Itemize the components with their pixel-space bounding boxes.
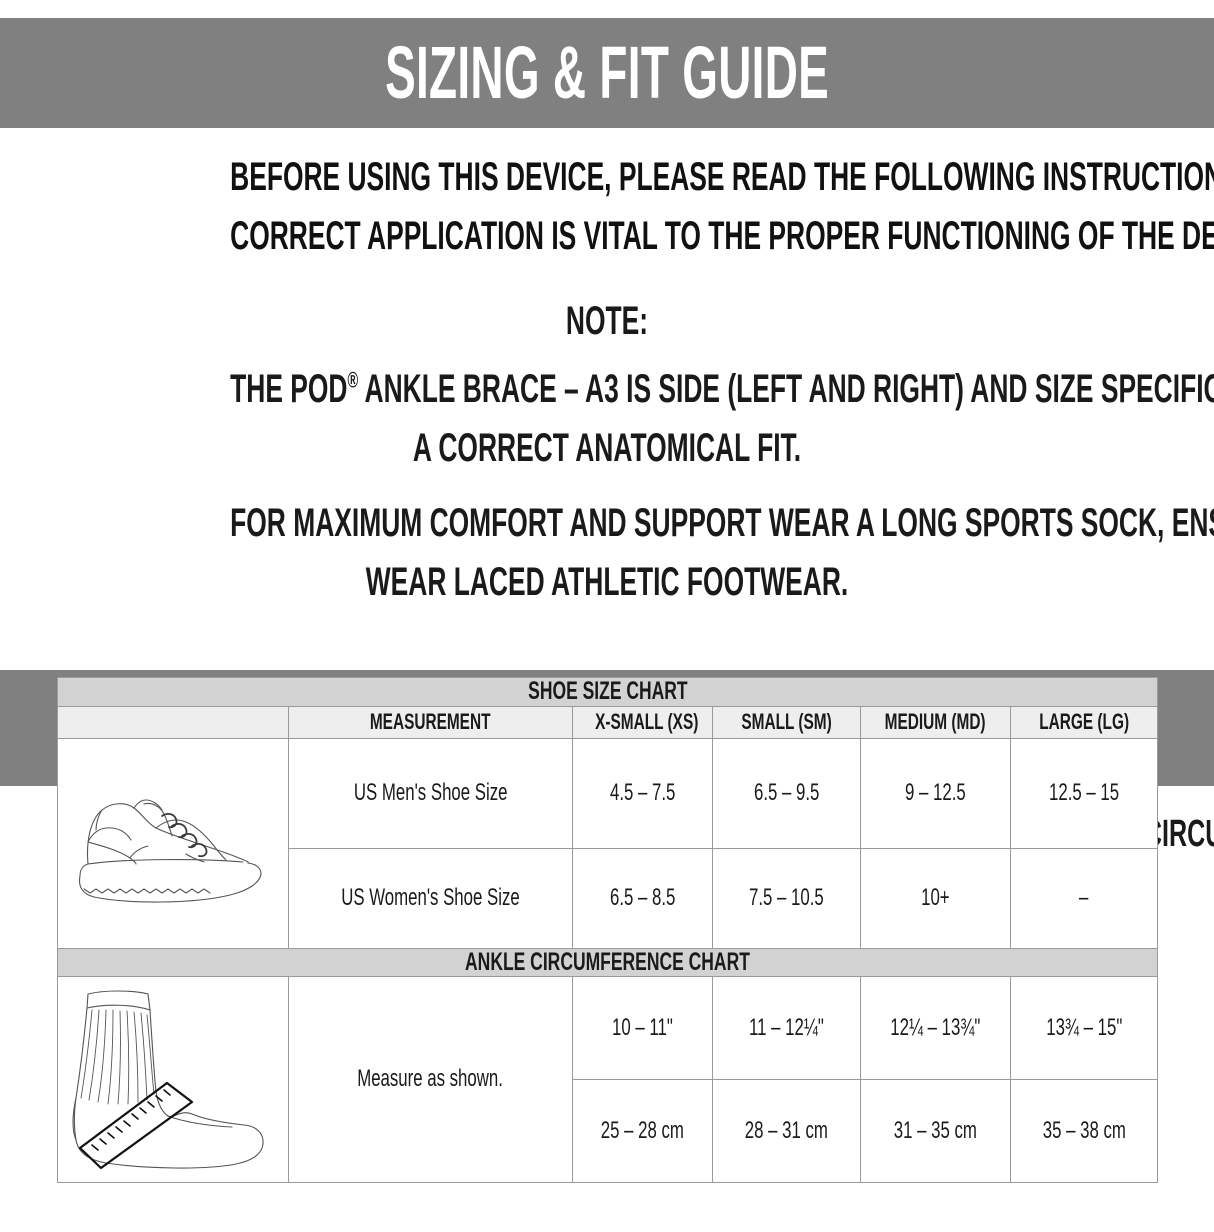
ankle-measure-illustration-cell — [57, 976, 289, 1183]
table-row: 25 – 28 cm 28 – 31 cm 31 – 35 cm 35 – 38… — [58, 1079, 1159, 1183]
ankle-inches-md-value: 12¼ – 13¾" — [890, 1013, 981, 1041]
womens-sm-value: 7.5 – 10.5 — [749, 883, 824, 911]
note-label: NOTE: — [565, 299, 649, 344]
table-row: US Women's Shoe Size 6.5 – 8.5 7.5 – 10.… — [58, 847, 1159, 949]
note-line-3: FOR MAXIMUM COMFORT AND SUPPORT WEAR A L… — [230, 500, 1214, 545]
column-header-small-label: SMALL (SM) — [741, 708, 832, 734]
column-header-xsmall-label: X-SMALL (XS) — [595, 708, 699, 734]
womens-lg-value-cell: – — [1009, 847, 1159, 949]
ankle-inches-sm-cell: 11 – 12¼" — [712, 976, 861, 1080]
intro-line-2: CORRECT APPLICATION IS VITAL TO THE PROP… — [230, 214, 1214, 259]
mens-md-value: 9 – 12.5 — [905, 778, 966, 806]
column-header-small: SMALL (SM) — [712, 705, 861, 739]
table-row: Measure as shown. 10 – 11" 11 – 12¼" 12¼… — [57, 976, 1159, 1183]
table-column-header-row: MEASUREMENT X-SMALL (XS) SMALL (SM) MEDI… — [57, 705, 1159, 739]
ankle-circumference-chart-header: ANKLE CIRCUMFERENCE CHART — [56, 947, 1159, 977]
column-header-large-label: LARGE (LG) — [1039, 708, 1129, 734]
measure-as-shown-cell: Measure as shown. — [288, 976, 573, 1183]
sock-foot-measuring-icon — [71, 989, 264, 1169]
row-label-mens: US Men's Shoe Size — [288, 737, 573, 849]
womens-xs-value-cell: 6.5 – 8.5 — [572, 847, 713, 949]
shoe-size-chart-label: SHOE SIZE CHART — [527, 677, 688, 705]
intro-line-1: BEFORE USING THIS DEVICE, PLEASE READ TH… — [230, 155, 1214, 199]
size-chart-container: SHOE SIZE CHART MEASUREMENT X-SMALL (XS)… — [56, 677, 1159, 1183]
womens-md-value-cell: 10+ — [860, 847, 1011, 949]
sneaker-illustration-cell — [57, 737, 289, 949]
column-header-medium: MEDIUM (MD) — [860, 705, 1011, 739]
row-label-womens: US Women's Shoe Size — [288, 847, 573, 949]
womens-shoe-size-label: US Women's Shoe Size — [341, 883, 520, 911]
ankle-inches-md-cell: 12¼ – 13¾" — [860, 976, 1011, 1080]
mens-xs-value: 4.5 – 7.5 — [609, 778, 676, 806]
ankle-cm-xs-value: 25 – 28 cm — [600, 1116, 685, 1144]
ankle-inches-sm-value: 11 – 12¼" — [749, 1013, 824, 1041]
measure-as-shown-label: Measure as shown. — [357, 1065, 504, 1093]
mens-sm-value: 6.5 – 9.5 — [753, 778, 820, 806]
ankle-cm-md-cell: 31 – 35 cm — [860, 1079, 1011, 1183]
mens-md-value-cell: 9 – 12.5 — [860, 737, 1011, 849]
intro-instructions: BEFORE USING THIS DEVICE, PLEASE READ TH… — [0, 128, 1214, 624]
column-header-medium-label: MEDIUM (MD) — [885, 708, 986, 734]
paragraph-spacer — [36, 480, 1178, 496]
mens-xs-value-cell: 4.5 – 7.5 — [572, 737, 713, 849]
womens-lg-value: – — [1079, 883, 1089, 911]
table-row: US Men's Shoe Size 4.5 – 7.5 6.5 – 9.5 9… — [57, 737, 1159, 949]
womens-sm-value-cell: 7.5 – 10.5 — [712, 847, 861, 949]
note-brand-text: THE POD — [230, 366, 348, 411]
mens-lg-value: 12.5 – 15 — [1048, 778, 1120, 806]
note-line-2: A CORRECT ANATOMICAL FIT. — [412, 425, 802, 470]
table-section-header-row: ANKLE CIRCUMFERENCE CHART — [56, 947, 1159, 977]
ankle-cm-sm-cell: 28 – 31 cm — [712, 1079, 861, 1183]
ankle-inches-lg-value: 13¾ – 15" — [1046, 1013, 1123, 1041]
size-chart-table: SHOE SIZE CHART MEASUREMENT X-SMALL (XS)… — [56, 677, 1159, 1183]
column-header-blank — [57, 705, 289, 739]
ankle-circumference-chart-label: ANKLE CIRCUMFERENCE CHART — [465, 947, 750, 976]
table-section-header-row: SHOE SIZE CHART — [56, 677, 1159, 707]
womens-xs-value: 6.5 – 8.5 — [609, 883, 676, 911]
column-header-measurement: MEASUREMENT — [288, 705, 573, 739]
note-line-4: WEAR LACED ATHLETIC FOOTWEAR. — [365, 560, 849, 605]
page-title: SIZING & FIT GUIDE — [385, 31, 829, 114]
ankle-inches-lg-cell: 13¾ – 15" — [1009, 976, 1159, 1080]
ankle-cm-lg-value: 35 – 38 cm — [1042, 1116, 1126, 1144]
mens-sm-value-cell: 6.5 – 9.5 — [712, 737, 861, 849]
sneaker-icon — [78, 799, 262, 903]
column-header-measurement-label: MEASUREMENT — [370, 708, 491, 734]
ankle-cm-sm-value: 28 – 31 cm — [744, 1116, 829, 1144]
mens-shoe-size-label: US Men's Shoe Size — [353, 778, 508, 806]
column-header-large: LARGE (LG) — [1009, 705, 1159, 739]
ankle-cm-lg-cell: 35 – 38 cm — [1009, 1079, 1159, 1183]
womens-md-value: 10+ — [921, 883, 950, 911]
ankle-inches-xs-cell: 10 – 11" — [572, 976, 713, 1080]
registered-trademark-icon: ® — [347, 367, 359, 393]
column-header-xsmall: X-SMALL (XS) — [572, 705, 713, 739]
sizing-fit-guide-banner: SIZING & FIT GUIDE — [0, 18, 1214, 128]
ankle-cm-xs-cell: 25 – 28 cm — [572, 1079, 713, 1183]
ankle-cm-md-value: 31 – 35 cm — [893, 1116, 978, 1144]
shoe-size-chart-header: SHOE SIZE CHART — [56, 677, 1159, 707]
note-line-1-rest: ANKLE BRACE – A3 IS SIDE (LEFT AND RIGHT… — [364, 366, 1214, 411]
note-line-1: THE POD® ANKLE BRACE – A3 IS SIDE (LEFT … — [230, 362, 1214, 417]
ankle-inches-xs-value: 10 – 11" — [612, 1013, 673, 1041]
mens-lg-value-cell: 12.5 – 15 — [1009, 737, 1159, 849]
